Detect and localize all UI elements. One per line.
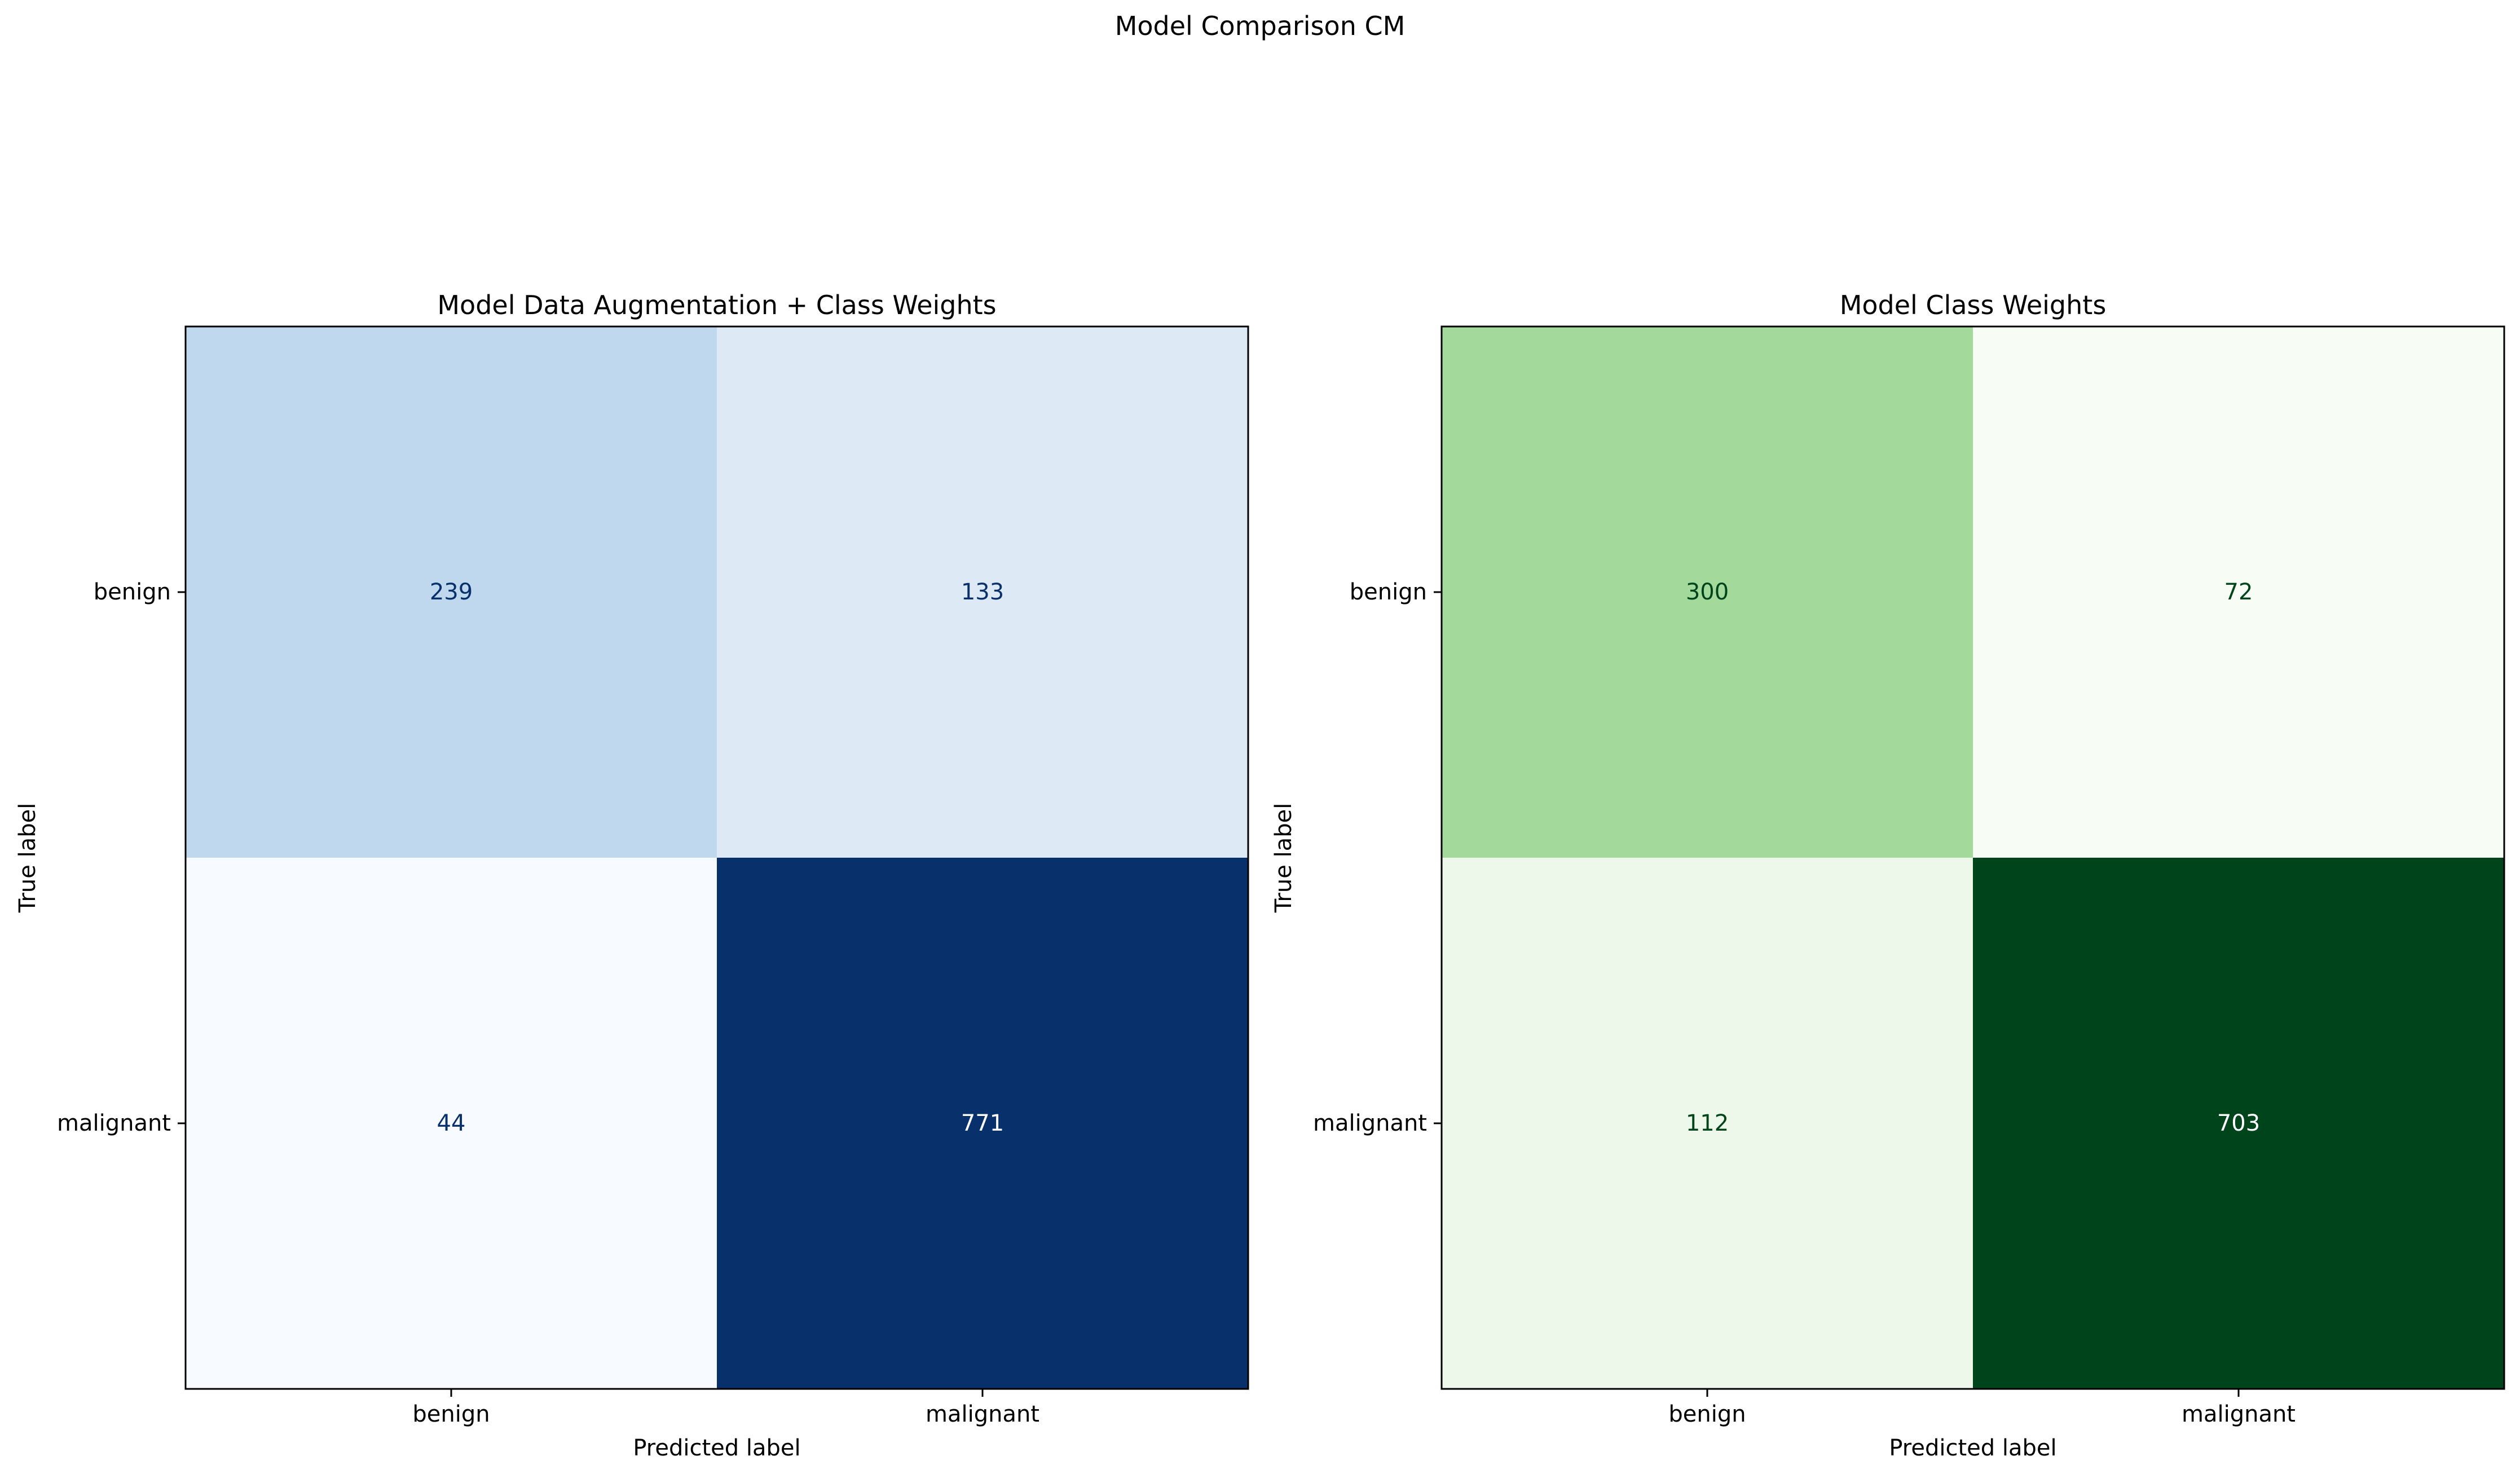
x-tick-label: benign <box>1668 1401 1746 1427</box>
y-tick-label: benign <box>94 579 171 605</box>
x-tick-label: malignant <box>926 1401 1039 1427</box>
matrix-cell <box>186 858 717 1389</box>
cell-value: 300 <box>1686 579 1729 605</box>
matrix-cell <box>1973 327 2505 858</box>
panel-title: Model Data Augmentation + Class Weights <box>437 290 996 320</box>
cell-value: 133 <box>961 579 1004 605</box>
y-axis-label: True label <box>15 803 41 913</box>
x-axis-label: Predicted label <box>1889 1435 2056 1461</box>
y-axis-label: True label <box>1271 803 1297 913</box>
y-tick-label: malignant <box>1313 1110 1427 1136</box>
y-tick-label: malignant <box>57 1110 171 1136</box>
cell-value: 112 <box>1686 1110 1729 1136</box>
panel-title: Model Class Weights <box>1840 290 2107 320</box>
matrix-cell <box>1442 858 1973 1389</box>
y-tick-label: benign <box>1350 579 1427 605</box>
matrix-cell <box>717 327 1249 858</box>
matrix-cell <box>186 327 717 858</box>
matrix-cell <box>1442 327 1973 858</box>
confusion-matrix-panel-2: Model Class Weights 300 72 112 703 benign mali… <box>1271 290 2505 1461</box>
figure-title: Model Comparison CM <box>1115 11 1406 41</box>
matrix-cell <box>717 858 1249 1389</box>
x-tick-label: malignant <box>2182 1401 2296 1427</box>
cell-value: 239 <box>430 579 473 605</box>
confusion-matrix-panel-1: Model Data Augmentation + Class Weights 2… <box>15 290 1249 1461</box>
x-tick-label: benign <box>412 1401 490 1427</box>
cell-value: 44 <box>437 1110 466 1136</box>
cell-value: 72 <box>2224 579 2253 605</box>
cell-value: 771 <box>961 1110 1004 1136</box>
axes-frame <box>184 325 1249 1390</box>
x-axis-label: Predicted label <box>633 1435 800 1461</box>
matrix-cell <box>1973 858 2505 1389</box>
cell-value: 703 <box>2217 1110 2260 1136</box>
axes-frame <box>1440 325 2505 1390</box>
charts-layer: Model Data Augmentation + Class Weights 2… <box>15 290 2505 1461</box>
